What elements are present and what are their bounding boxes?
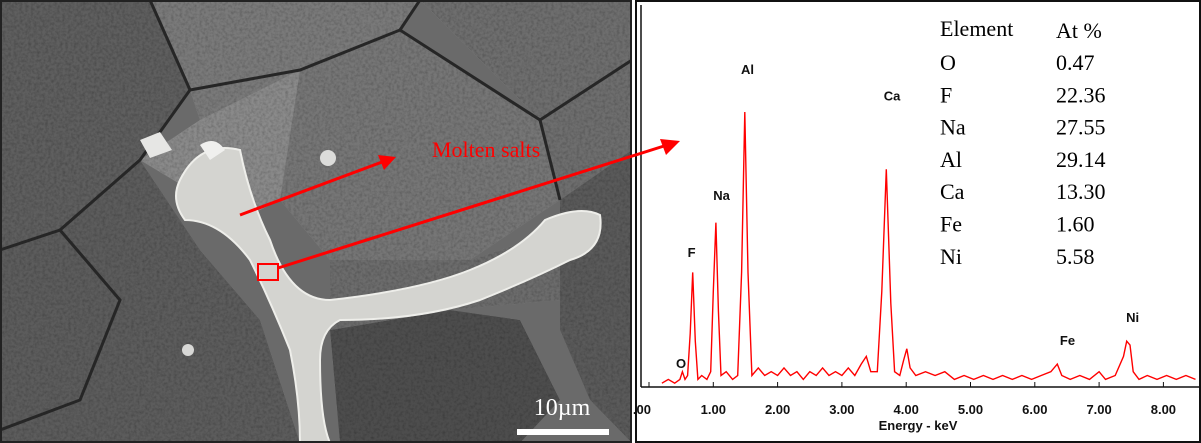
- element: Al: [940, 147, 962, 172]
- x-axis-label: Energy - keV: [879, 418, 958, 433]
- peak-label: Na: [713, 188, 730, 203]
- x-tick-label: 7.00: [1086, 402, 1111, 417]
- scale-label: 10µm: [534, 395, 591, 421]
- peak-label: Ni: [1126, 310, 1139, 325]
- element: Ni: [940, 244, 962, 269]
- at-percent: 29.14: [1056, 147, 1106, 172]
- table-header: At %: [1056, 18, 1102, 43]
- at-percent: 13.30: [1056, 179, 1106, 204]
- peak-label: Al: [741, 62, 754, 77]
- x-tick-label: 6.00: [1022, 402, 1047, 417]
- x-tick-label: 4.00: [894, 402, 919, 417]
- x-tick-label: 5.00: [958, 402, 983, 417]
- element: Fe: [940, 212, 962, 237]
- scale-bar: [517, 429, 609, 435]
- element: F: [940, 82, 952, 107]
- at-percent: 5.58: [1056, 244, 1095, 269]
- spectrum-line: [662, 112, 1196, 383]
- x-tick-label: 3.00: [829, 402, 854, 417]
- element: Ca: [940, 179, 965, 204]
- sem-image: 10µm: [0, 0, 632, 443]
- figure: 10µm Element At % O 0.47 F 22.36 Na 27.55 Al 29…: [0, 0, 1201, 443]
- x-tick-label: 8.00: [1151, 402, 1176, 417]
- at-percent: 0.47: [1056, 50, 1095, 75]
- peak-label: O: [676, 356, 686, 371]
- at-percent: 27.55: [1056, 115, 1106, 140]
- arrow-head: [660, 139, 680, 155]
- x-tick-label: .00: [633, 402, 651, 417]
- x-tick-label: 1.00: [701, 402, 726, 417]
- element: O: [940, 50, 956, 75]
- composition-table: Element At % O 0.47 F 22.36 Na 27.55 Al 29.14 Ca…: [940, 16, 1106, 269]
- at-percent: 22.36: [1056, 82, 1106, 107]
- page: 10µm Element At % O 0.47 F 22.36 Na 27.55 Al 29…: [0, 0, 1201, 443]
- element: Na: [940, 115, 966, 140]
- peak-label: Fe: [1060, 333, 1075, 348]
- annotation: Molten salts: [432, 137, 540, 162]
- table-header: Element: [940, 16, 1013, 41]
- at-percent: 1.60: [1056, 212, 1095, 237]
- peak-label: F: [688, 245, 696, 260]
- x-tick-label: 2.00: [765, 402, 790, 417]
- peak-label: Ca: [884, 89, 901, 104]
